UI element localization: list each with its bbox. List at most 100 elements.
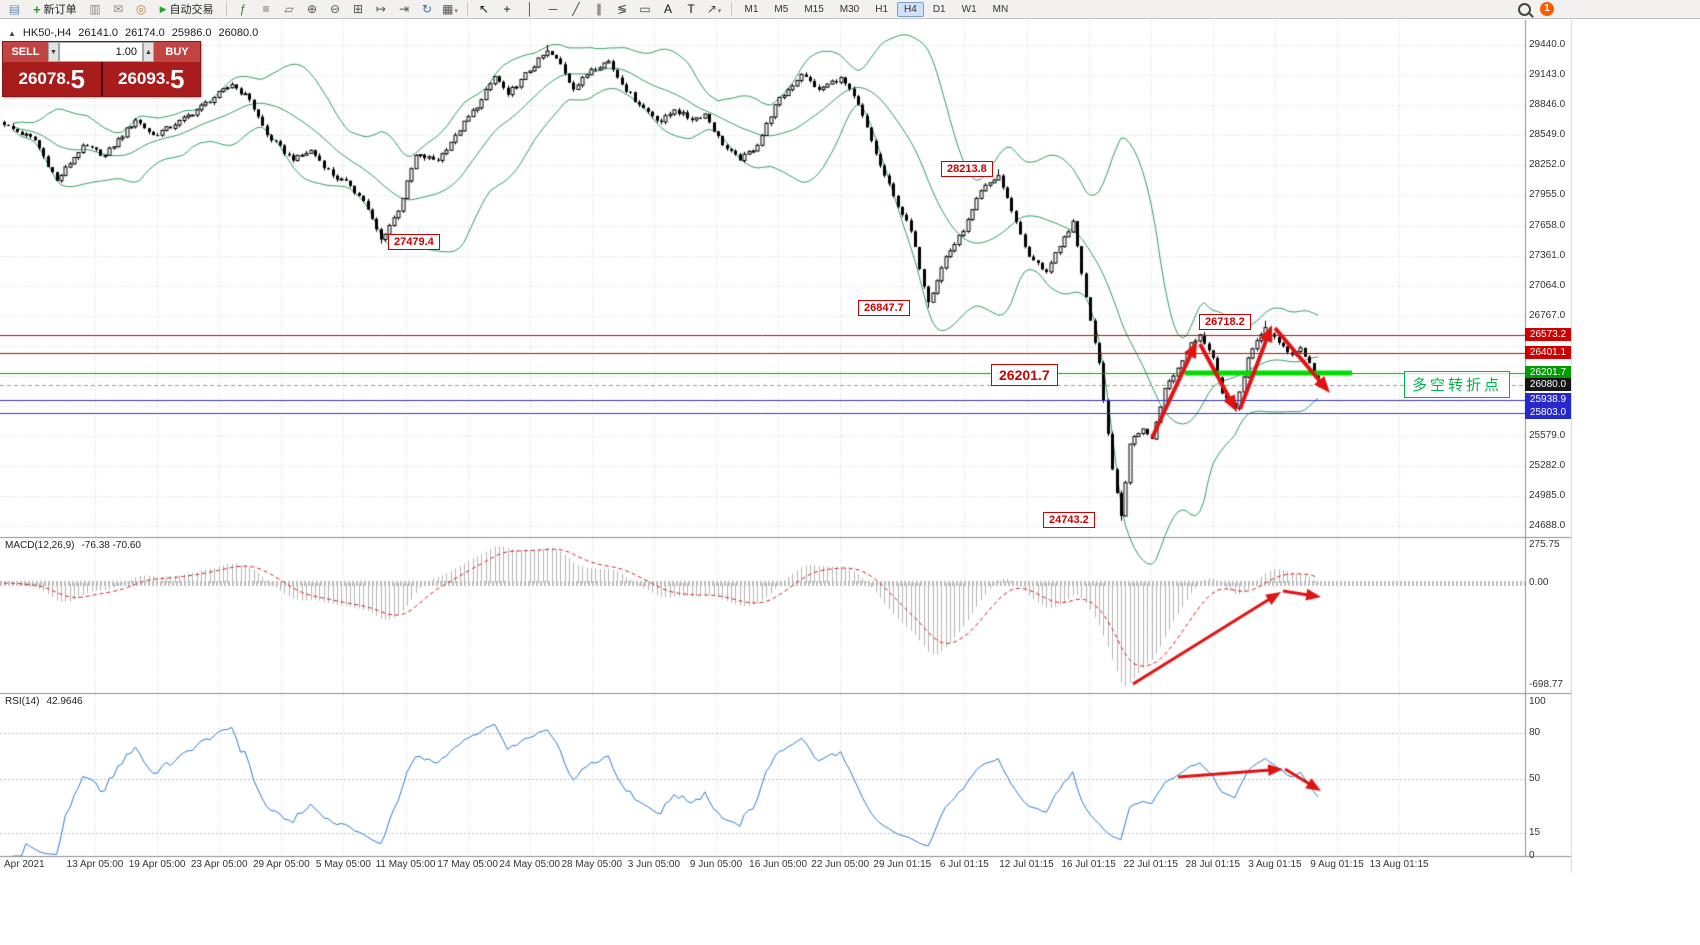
text-icon[interactable]: A [664, 2, 673, 16]
price-callout[interactable]: 26718.2 [1199, 314, 1251, 330]
chart-canvas[interactable] [0, 20, 1572, 873]
price-tag: 26201.7 [1525, 366, 1571, 380]
auto-scroll-icon[interactable]: ↦ [375, 2, 387, 16]
buy-price[interactable]: 26093. 5 [102, 62, 200, 96]
price-callout[interactable]: 27479.4 [388, 234, 440, 250]
time-scale[interactable]: Apr 2021 13 Apr 05:00 19 Apr 05:00 23 Apr 0… [0, 856, 1525, 873]
time-label: 28 Jul 01:15 [1185, 859, 1241, 870]
time-label: 9 Aug 01:15 [1310, 859, 1364, 870]
price-tick: 24688.0 [1529, 520, 1566, 532]
time-label: 13 Aug 01:15 [1369, 859, 1429, 870]
time-label: Apr 2021 [4, 859, 45, 870]
mailbox-icon[interactable]: ✉ [113, 2, 124, 16]
horizontal-line-icon[interactable]: ─ [548, 2, 558, 16]
indicators-icon[interactable]: ƒ [239, 2, 247, 16]
new-order-button[interactable]: + 新订单 [26, 1, 84, 18]
chart-shift-icon[interactable]: ⇥ [398, 2, 410, 16]
macd-scale-max: 275.75 [1529, 539, 1560, 550]
price-tag: 25803.0 [1525, 406, 1571, 420]
profiles-icon[interactable]: ▥ [89, 2, 101, 16]
tile-windows-icon[interactable]: ⊞ [352, 2, 364, 16]
price-callout[interactable]: 26201.7 [991, 364, 1058, 386]
channel-icon[interactable]: ∥ [596, 2, 603, 16]
buy-price-main: 26093. [118, 69, 171, 88]
timeframe-button-h4[interactable]: H4 [897, 1, 924, 17]
cursor-icon[interactable]: ↖ [478, 2, 490, 16]
toolbar-group-charts: ƒ ≡ ▱ ⊕ ⊖ ⊞ ↦ ⇥ ↻ ▦▾ [232, 1, 462, 17]
volume-up-button[interactable]: ▲ [143, 42, 154, 62]
chart-type-icon-dropdown[interactable]: ▾ [454, 8, 458, 15]
time-label: 17 May 05:00 [437, 859, 498, 870]
volume-input[interactable]: 1.00 [59, 42, 143, 62]
timeframe-button-m15[interactable]: M15 [804, 3, 824, 15]
bar-high: 26174.0 [124, 27, 165, 39]
volume-down-button[interactable]: ▼ [48, 42, 59, 62]
toolbar-group-timeframes: M1 M5 M15 M30 H1 H4 D1 W1 MN [737, 1, 1017, 17]
price-tick: 28252.0 [1529, 159, 1566, 171]
price-tick: 24985.0 [1529, 490, 1566, 502]
macd-values: -76.38 -70.60 [81, 540, 141, 551]
time-label: 23 Apr 05:00 [190, 859, 248, 870]
refresh-icon[interactable]: ↻ [421, 2, 433, 16]
timeframe-button-m1[interactable]: M1 [744, 3, 759, 15]
new-order-icon: + [33, 1, 41, 17]
fibonacci-icon[interactable]: ≶ [616, 2, 628, 16]
bar-open: 26141.0 [78, 27, 118, 39]
time-label: 29 Apr 05:00 [252, 859, 310, 870]
time-label: 11 May 05:00 [375, 859, 436, 870]
price-callout[interactable]: 24743.2 [1043, 512, 1095, 528]
rsi-scale-value: 50 [1529, 773, 1541, 784]
sell-price[interactable]: 26078. 5 [3, 62, 101, 96]
search-icon[interactable] [1518, 3, 1531, 16]
price-tag: 26401.1 [1525, 345, 1571, 359]
macd-scale-min: -698.77 [1529, 679, 1563, 690]
arrows-tool-icon-dropdown[interactable]: ▾ [717, 8, 722, 15]
price-tag: 25938.9 [1525, 392, 1571, 406]
timeframe-button-m30[interactable]: M30 [839, 3, 860, 15]
shapes-icon[interactable]: ▭ [639, 2, 651, 16]
toolbar-separator [225, 2, 227, 16]
crosshair-icon[interactable]: + [503, 2, 511, 16]
sell-button[interactable]: SELL [3, 42, 48, 62]
objects-list-icon[interactable]: ▱ [284, 2, 294, 16]
price-tick: 25282.0 [1529, 460, 1566, 472]
turning-point-annotation[interactable]: 多空转折点 [1404, 371, 1511, 398]
new-order-label: 新订单 [43, 4, 77, 16]
pane-separator[interactable] [0, 691, 1572, 695]
zoom-out-icon[interactable]: ⊖ [329, 2, 341, 16]
time-label: 12 Jul 01:15 [999, 859, 1054, 870]
timeframe-button-d1[interactable]: D1 [932, 3, 946, 15]
time-label: 13 Apr 05:00 [66, 859, 124, 870]
time-label: 19 Apr 05:00 [128, 859, 186, 870]
timeframe-button-mn[interactable]: MN [992, 3, 1009, 15]
price-tick: 27955.0 [1529, 189, 1566, 201]
trendline-icon[interactable]: ╱ [572, 2, 580, 16]
zoom-in-icon[interactable]: ⊕ [306, 2, 318, 16]
bar-low: 25986.0 [171, 27, 212, 39]
new-chart-icon[interactable]: ▤ [8, 2, 21, 16]
rsi-name: RSI(14) [5, 696, 40, 707]
notification-badge[interactable]: 1 [1540, 2, 1554, 16]
price-tick: 29440.0 [1529, 39, 1566, 50]
arrows-tool-icon[interactable]: ↗▾ [706, 2, 722, 16]
timeframe-button-w1[interactable]: W1 [961, 3, 977, 15]
news-icon[interactable]: ◎ [135, 2, 147, 16]
algo-trading-button[interactable]: ▶ 自动交易 [153, 1, 221, 18]
buy-price-big-digit: 5 [170, 64, 185, 94]
pane-separator[interactable] [0, 535, 1572, 539]
label-icon[interactable]: T [687, 2, 695, 16]
toolbar-separator [730, 2, 732, 16]
price-tag: 26080.0 [1525, 378, 1571, 392]
indicator-list-icon[interactable]: ≡ [262, 2, 270, 16]
price-callout[interactable]: 26847.7 [858, 300, 910, 316]
price-tag: 26573.2 [1525, 328, 1571, 342]
timeframe-button-h1[interactable]: H1 [875, 3, 889, 15]
time-label: 24 May 05:00 [499, 859, 560, 870]
price-callout[interactable]: 28213.8 [941, 161, 993, 177]
chart-type-icon[interactable]: ▦▾ [442, 2, 458, 16]
sell-price-big-digit: 5 [70, 64, 85, 94]
price-scale[interactable]: 29440.0 29143.0 28846.0 28549.0 28252.0 27955… [1525, 20, 1572, 861]
buy-button[interactable]: BUY [154, 42, 200, 62]
timeframe-button-m5[interactable]: M5 [774, 3, 789, 15]
vertical-line-icon[interactable]: │ [526, 2, 534, 16]
